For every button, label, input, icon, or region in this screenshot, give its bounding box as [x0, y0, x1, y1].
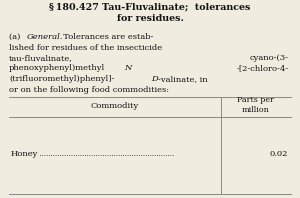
Text: tau-fluvalinate,: tau-fluvalinate, [9, 54, 73, 62]
Text: (trifluoromethyl)phenyl]-: (trifluoromethyl)phenyl]- [9, 75, 114, 83]
Text: or on the following food commodities:: or on the following food commodities: [9, 86, 169, 93]
Text: for residues.: for residues. [117, 14, 183, 23]
Text: phenoxyphenyl)methyl: phenoxyphenyl)methyl [9, 65, 105, 72]
Text: Honey: Honey [11, 150, 38, 159]
Text: cyano-(3-: cyano-(3- [250, 54, 289, 62]
Text: General.: General. [27, 33, 63, 41]
Text: ............................................................: ........................................… [37, 150, 174, 159]
Text: (a): (a) [9, 33, 25, 41]
Text: N: N [124, 65, 131, 72]
Text: § 180.427 Tau-Fluvalinate;  tolerances: § 180.427 Tau-Fluvalinate; tolerances [49, 2, 251, 11]
Text: Commodity: Commodity [91, 102, 139, 110]
Text: Tolerances are estab-: Tolerances are estab- [59, 33, 154, 41]
Text: -[2-chloro-4-: -[2-chloro-4- [237, 65, 289, 72]
Text: -valinate, in: -valinate, in [158, 75, 208, 83]
Text: Parts per
million: Parts per million [237, 96, 274, 114]
Text: 0.02: 0.02 [270, 150, 288, 159]
Text: lished for residues of the insecticide: lished for residues of the insecticide [9, 44, 162, 51]
Text: D: D [151, 75, 158, 83]
